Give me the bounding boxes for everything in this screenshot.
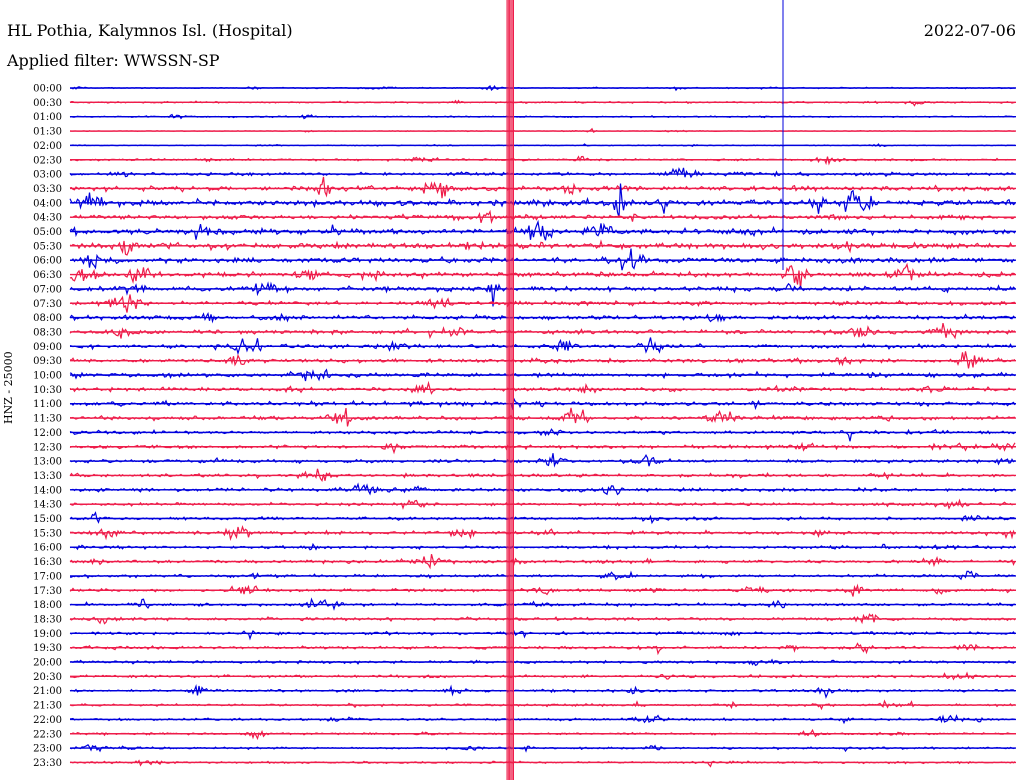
row-label: 04:30 — [33, 213, 62, 224]
row-label: 01:30 — [33, 127, 62, 138]
row-label: 02:30 — [33, 155, 62, 166]
row-label: 10:00 — [33, 371, 62, 382]
trace-line — [69, 351, 1016, 369]
event-marks — [506, 0, 784, 780]
row-label: 11:00 — [33, 399, 62, 410]
row-label: 19:00 — [33, 629, 62, 640]
row-label: 18:00 — [33, 600, 62, 611]
row-label: 17:00 — [33, 571, 62, 582]
trace-line — [69, 453, 1016, 468]
row-label: 05:00 — [33, 227, 62, 238]
row-label: 05:30 — [33, 241, 62, 252]
row-label: 12:00 — [33, 428, 62, 439]
trace-group — [69, 84, 1016, 768]
row-label: 03:30 — [33, 184, 62, 195]
row-label: 10:30 — [33, 385, 62, 396]
trace-line — [69, 209, 1016, 225]
trace-line — [69, 583, 1016, 597]
trace-line — [69, 407, 1016, 427]
row-label: 14:30 — [33, 500, 62, 511]
row-label: 16:00 — [33, 543, 62, 554]
row-label: 09:30 — [33, 356, 62, 367]
row-label: 15:30 — [33, 528, 62, 539]
trace-line — [69, 239, 1016, 256]
filter-label: Applied filter: WWSSN-SP — [7, 51, 220, 70]
row-label: 03:00 — [33, 170, 62, 181]
trace-line — [69, 337, 1016, 356]
row-label: 00:00 — [33, 84, 62, 95]
row-label: 20:30 — [33, 672, 62, 683]
date-label: 2022-07-06 — [923, 21, 1016, 40]
row-label: 06:00 — [33, 256, 62, 267]
trace-line — [69, 167, 1016, 179]
trace-line — [69, 642, 1016, 656]
row-label: 17:30 — [33, 586, 62, 597]
trace-line — [69, 322, 1016, 340]
row-label: 13:30 — [33, 471, 62, 482]
row-label: 13:00 — [33, 457, 62, 468]
trace-line — [69, 99, 1016, 107]
row-label: 00:30 — [33, 98, 62, 109]
row-label: 14:00 — [33, 485, 62, 496]
row-label: 07:00 — [33, 284, 62, 295]
row-label: 21:30 — [33, 701, 62, 712]
row-label: 04:00 — [33, 198, 62, 209]
row-label: 16:30 — [33, 557, 62, 568]
trace-line — [69, 441, 1016, 455]
row-label: 22:00 — [33, 715, 62, 726]
row-label: 23:00 — [33, 744, 62, 755]
row-label: 06:30 — [33, 270, 62, 281]
trace-line — [69, 262, 1016, 289]
row-label-group: 00:00 00:30 01:00 01:30 02:00 02:30 03:00 03:30… — [33, 84, 62, 769]
trace-line — [69, 248, 1016, 271]
row-label: 07:30 — [33, 299, 62, 310]
row-label: 08:30 — [33, 327, 62, 338]
station-title: HL Pothia, Kalymnos Isl. (Hospital) — [7, 21, 293, 40]
row-label: 08:00 — [33, 313, 62, 324]
row-label: 15:00 — [33, 514, 62, 525]
row-label: 21:00 — [33, 686, 62, 697]
trace-line — [69, 759, 1016, 768]
row-label: 02:00 — [33, 141, 62, 152]
row-label: 11:30 — [33, 414, 62, 425]
row-label: 23:30 — [33, 758, 62, 769]
trace-line — [69, 176, 1016, 199]
row-label: 12:30 — [33, 442, 62, 453]
row-label: 01:00 — [33, 112, 62, 123]
row-label: 09:00 — [33, 342, 62, 353]
row-label: 22:30 — [33, 729, 62, 740]
trace-line — [69, 684, 1016, 699]
trace-line — [69, 511, 1016, 525]
row-label: 20:00 — [33, 658, 62, 669]
trace-line — [69, 629, 1016, 641]
row-label: 19:30 — [33, 643, 62, 654]
trace-line — [69, 380, 1016, 395]
trace-line — [69, 397, 1016, 411]
trace-line — [69, 428, 1016, 442]
row-label: 18:30 — [33, 614, 62, 625]
